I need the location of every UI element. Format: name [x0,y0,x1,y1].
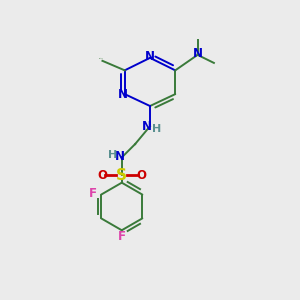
Text: N: N [115,150,125,163]
Text: O: O [98,169,107,182]
Text: N: N [145,50,155,63]
Text: methyl: methyl [98,58,104,59]
Text: N: N [141,120,152,133]
Text: O: O [136,169,146,182]
Text: H: H [108,150,118,160]
Text: H: H [152,124,161,134]
Text: S: S [116,168,127,183]
Text: F: F [89,187,97,200]
Text: N: N [193,47,202,60]
Text: N: N [118,88,128,100]
Text: F: F [118,230,126,243]
